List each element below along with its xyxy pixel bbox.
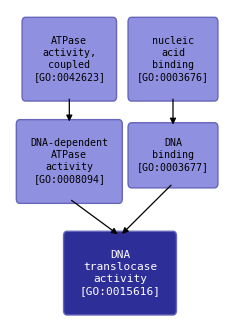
Text: nucleic
acid
binding
[GO:0003676]: nucleic acid binding [GO:0003676] <box>137 36 209 82</box>
Text: DNA
translocase
activity
[GO:0015616]: DNA translocase activity [GO:0015616] <box>79 250 161 296</box>
FancyBboxPatch shape <box>128 123 218 188</box>
Text: ATPase
activity,
coupled
[GO:0042623]: ATPase activity, coupled [GO:0042623] <box>33 36 105 82</box>
Text: DNA-dependent
ATPase
activity
[GO:0008094]: DNA-dependent ATPase activity [GO:000809… <box>30 139 108 184</box>
FancyBboxPatch shape <box>128 17 218 101</box>
FancyBboxPatch shape <box>64 231 176 315</box>
Text: DNA
binding
[GO:0003677]: DNA binding [GO:0003677] <box>137 138 209 172</box>
FancyBboxPatch shape <box>22 17 117 101</box>
FancyBboxPatch shape <box>16 120 122 203</box>
